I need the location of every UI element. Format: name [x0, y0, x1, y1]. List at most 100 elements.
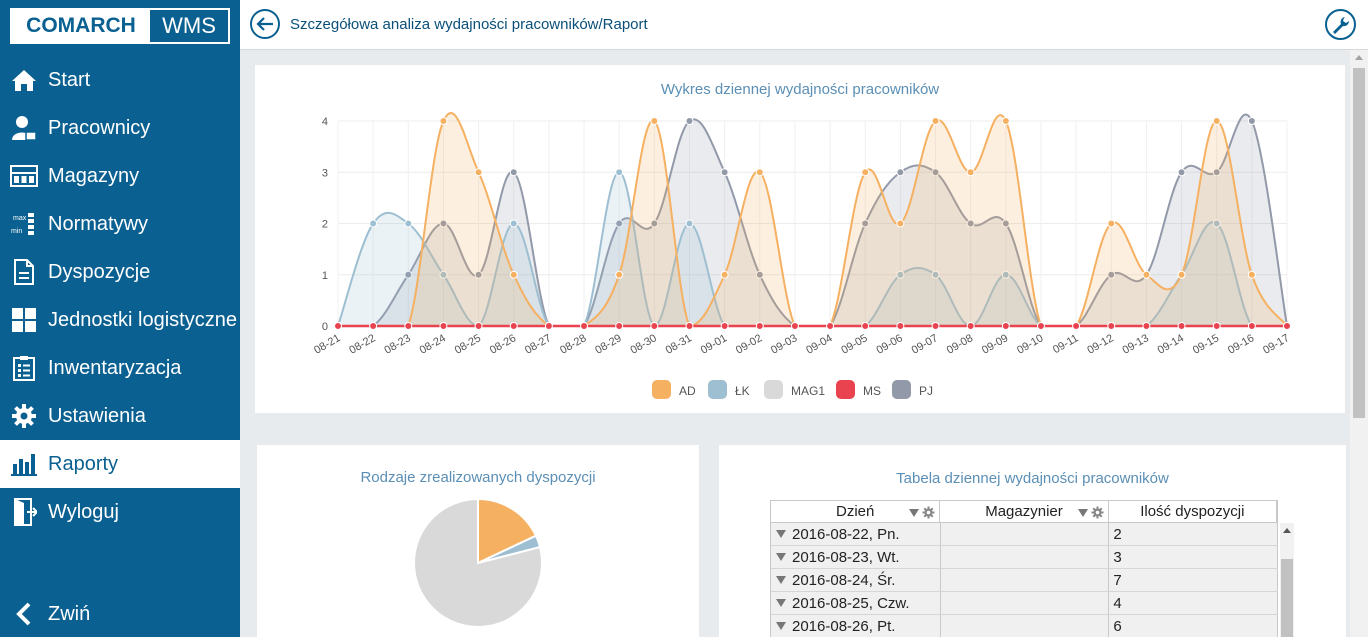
data-point-ŁK[interactable]	[1212, 219, 1221, 228]
data-point-MS[interactable]	[1142, 322, 1151, 330]
pie-slice[interactable]	[477, 497, 538, 565]
data-point-MS[interactable]	[1107, 322, 1116, 330]
data-point-AD[interactable]	[615, 270, 624, 279]
data-point-MS[interactable]	[720, 322, 729, 330]
gear-icon[interactable]	[1091, 506, 1104, 519]
data-point-PJ[interactable]	[615, 219, 624, 228]
legend-swatch-PJ[interactable]	[892, 380, 911, 399]
sidebar-item-wyloguj[interactable]: Wyloguj	[0, 488, 240, 536]
data-point-AD[interactable]	[1142, 270, 1151, 279]
data-point-ŁK[interactable]	[685, 219, 694, 228]
data-point-MS[interactable]	[369, 322, 378, 330]
sidebar-item-ustawienia[interactable]: Ustawienia	[0, 392, 240, 440]
data-point-MS[interactable]	[896, 322, 905, 330]
data-point-MS[interactable]	[826, 322, 835, 330]
sidebar-item-inwentaryzacja[interactable]: Inwentaryzacja	[0, 344, 240, 392]
data-point-MS[interactable]	[404, 322, 413, 330]
data-point-AD[interactable]	[1177, 270, 1186, 279]
data-point-MS[interactable]	[931, 322, 940, 330]
table-row[interactable]: 2016-08-24, Śr. 7	[770, 569, 1278, 592]
scrollbar-thumb[interactable]	[1281, 559, 1293, 637]
data-point-ŁK[interactable]	[404, 219, 413, 228]
expand-row-icon[interactable]	[776, 622, 786, 630]
gear-icon[interactable]	[922, 506, 935, 519]
data-point-MS[interactable]	[615, 322, 624, 330]
data-point-MS[interactable]	[474, 322, 483, 330]
data-point-PJ[interactable]	[474, 270, 483, 279]
data-point-AD[interactable]	[1001, 117, 1010, 125]
data-point-MS[interactable]	[790, 322, 799, 330]
data-point-PJ[interactable]	[720, 168, 729, 177]
sidebar-item-raporty[interactable]: Raporty	[0, 440, 240, 488]
legend-swatch-ŁK[interactable]	[708, 380, 727, 399]
data-point-PJ[interactable]	[931, 168, 940, 177]
data-point-AD[interactable]	[474, 168, 483, 177]
data-point-PJ[interactable]	[896, 168, 905, 177]
scroll-up-arrow-icon[interactable]	[1355, 55, 1363, 60]
data-point-PJ[interactable]	[650, 219, 659, 228]
data-point-AD[interactable]	[896, 219, 905, 228]
data-point-PJ[interactable]	[404, 270, 413, 279]
data-point-AD[interactable]	[1247, 270, 1256, 279]
data-point-MS[interactable]	[439, 322, 448, 330]
data-point-AD[interactable]	[931, 117, 940, 125]
data-point-PJ[interactable]	[1177, 168, 1186, 177]
data-point-ŁK[interactable]	[896, 270, 905, 279]
legend-swatch-MAG1[interactable]	[764, 380, 783, 399]
sort-down-icon[interactable]	[909, 508, 920, 517]
legend-label-AD[interactable]: AD	[679, 384, 696, 398]
data-point-AD[interactable]	[1212, 117, 1221, 125]
back-button[interactable]	[250, 9, 280, 39]
table-row[interactable]: 2016-08-25, Czw. 4	[770, 592, 1278, 615]
data-point-PJ[interactable]	[755, 270, 764, 279]
data-point-AD[interactable]	[509, 270, 518, 279]
data-point-PJ[interactable]	[1001, 219, 1010, 228]
legend-label-PJ[interactable]: PJ	[919, 384, 933, 398]
data-point-MS[interactable]	[1036, 322, 1045, 330]
column-header-count[interactable]: Ilość dyspozycji	[1109, 501, 1277, 522]
sidebar-item-start[interactable]: Start	[0, 56, 240, 104]
data-point-MS[interactable]	[966, 322, 975, 330]
expand-row-icon[interactable]	[776, 599, 786, 607]
data-point-ŁK[interactable]	[931, 270, 940, 279]
data-point-AD[interactable]	[439, 117, 448, 125]
data-point-PJ[interactable]	[685, 117, 694, 125]
data-point-AD[interactable]	[1107, 219, 1116, 228]
scroll-up-arrow-icon[interactable]	[1283, 528, 1291, 533]
data-point-MS[interactable]	[1177, 322, 1186, 330]
data-point-MS[interactable]	[1212, 322, 1221, 330]
legend-swatch-MS[interactable]	[836, 380, 855, 399]
data-point-PJ[interactable]	[1212, 168, 1221, 177]
data-point-PJ[interactable]	[509, 168, 518, 177]
data-point-ŁK[interactable]	[509, 219, 518, 228]
data-point-ŁK[interactable]	[369, 219, 378, 228]
sidebar-item-jednostki-logistyczne[interactable]: Jednostki logistyczne	[0, 296, 240, 344]
data-point-AD[interactable]	[650, 117, 659, 125]
data-point-ŁK[interactable]	[1001, 270, 1010, 279]
table-scrollbar[interactable]	[1280, 523, 1294, 637]
data-point-AD[interactable]	[755, 168, 764, 177]
table-row[interactable]: 2016-08-23, Wt. 3	[770, 546, 1278, 569]
tools-button[interactable]	[1325, 9, 1356, 40]
scrollbar-thumb[interactable]	[1353, 68, 1365, 418]
data-point-MS[interactable]	[1247, 322, 1256, 330]
data-point-AD[interactable]	[720, 270, 729, 279]
data-point-MS[interactable]	[334, 322, 342, 330]
table-row[interactable]: 2016-08-22, Pn. 2	[770, 523, 1278, 546]
sidebar-item-pracownicy[interactable]: Pracownicy	[0, 104, 240, 152]
data-point-PJ[interactable]	[1107, 270, 1116, 279]
legend-swatch-AD[interactable]	[652, 380, 671, 399]
data-point-AD[interactable]	[966, 168, 975, 177]
sidebar-item-magazyny[interactable]: Magazyny	[0, 152, 240, 200]
data-point-AD[interactable]	[861, 168, 870, 177]
sidebar-item-normatywy[interactable]: max min Normatywy	[0, 200, 240, 248]
column-header-worker[interactable]: Magazynier	[940, 501, 1109, 522]
data-point-MS[interactable]	[755, 322, 764, 330]
sidebar-item-dyspozycje[interactable]: Dyspozycje	[0, 248, 240, 296]
expand-row-icon[interactable]	[776, 576, 786, 584]
data-point-MS[interactable]	[650, 322, 659, 330]
sort-down-icon[interactable]	[1077, 508, 1088, 517]
pie-slice[interactable]	[413, 497, 543, 628]
data-point-PJ[interactable]	[1247, 117, 1256, 125]
data-point-PJ[interactable]	[966, 219, 975, 228]
